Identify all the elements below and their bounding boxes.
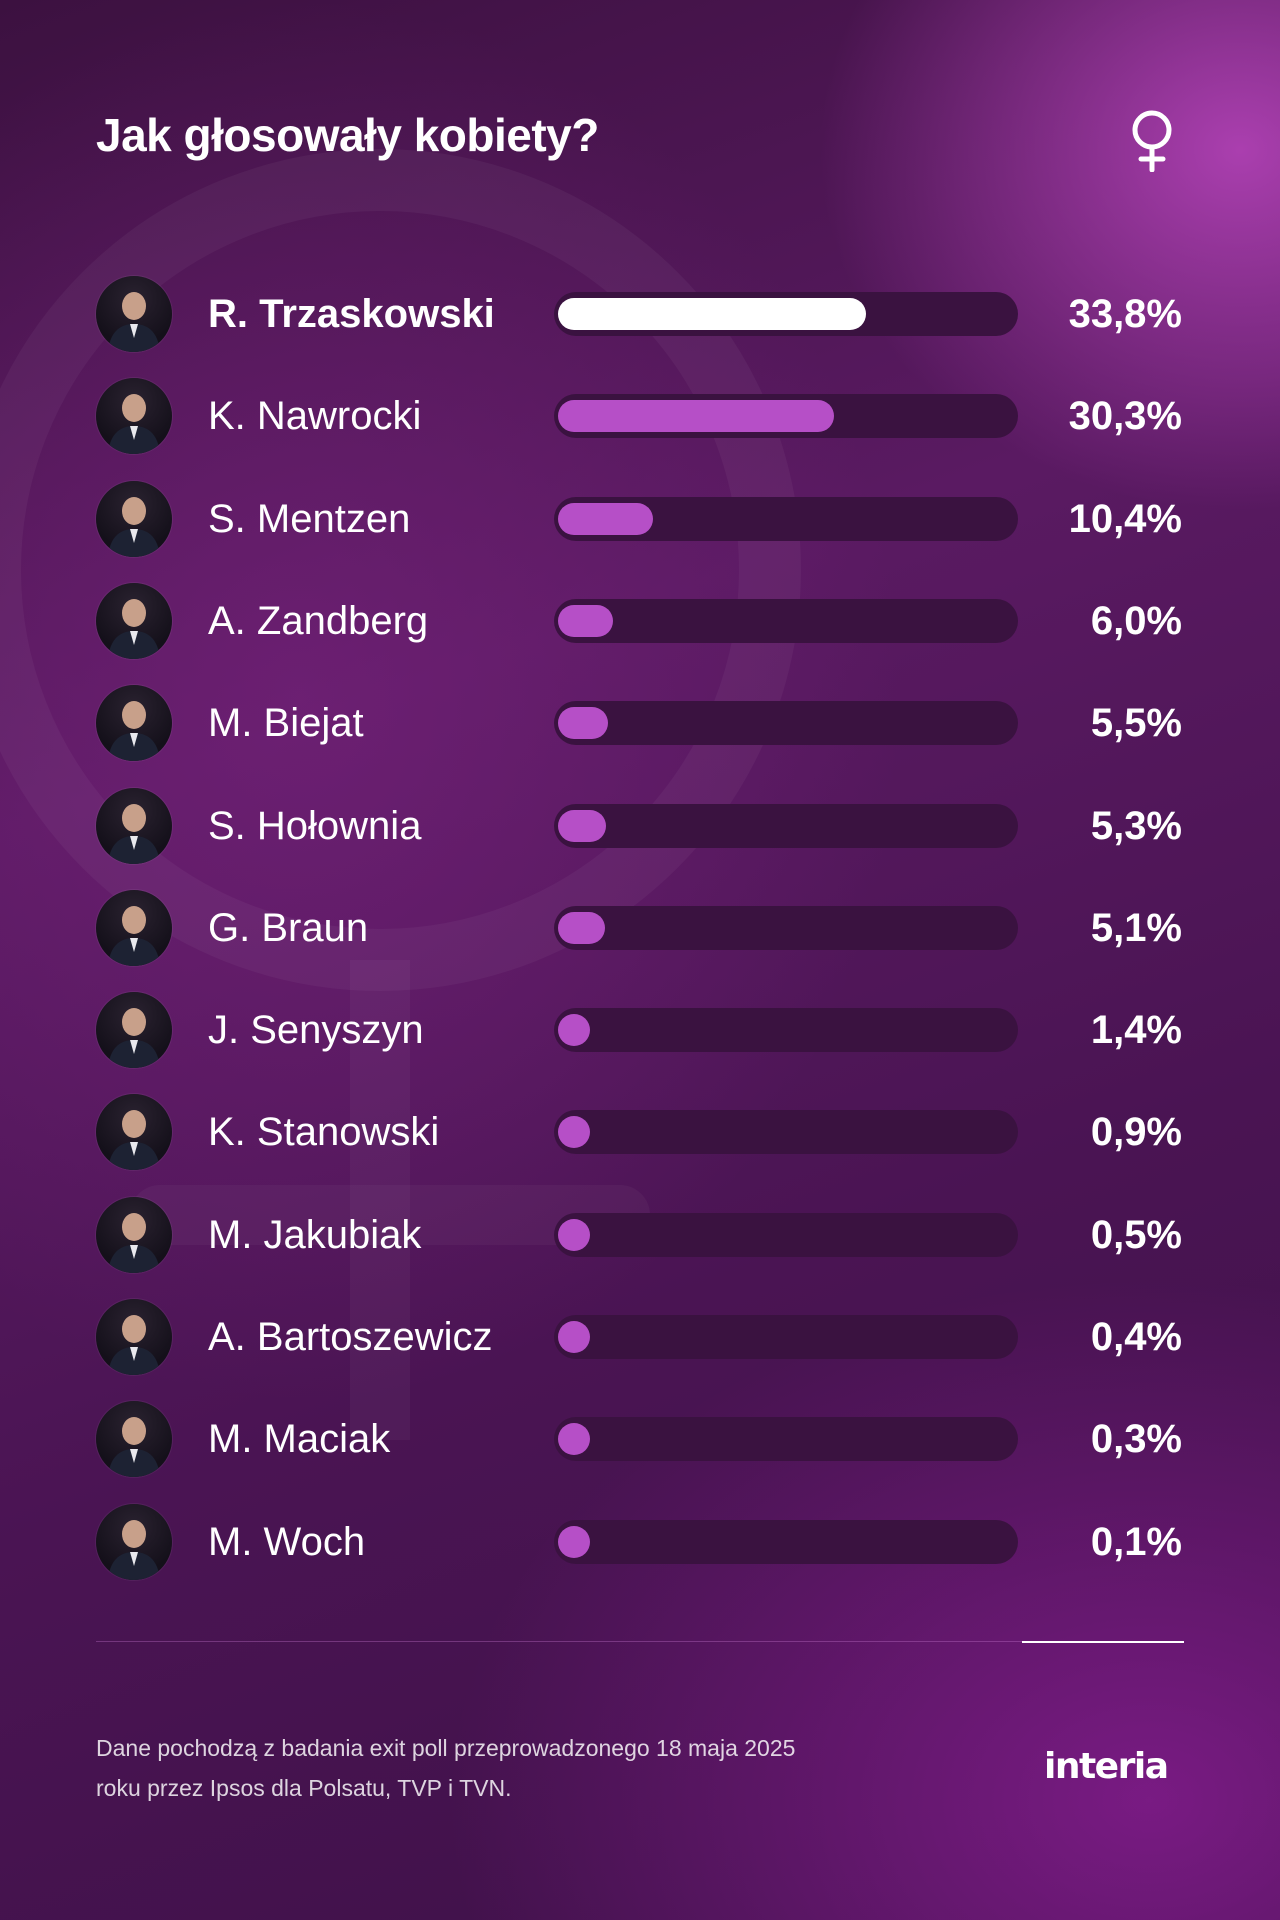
bar-track — [554, 1417, 1018, 1461]
data-label: 5,3% — [1090, 804, 1182, 848]
source-line-1: Dane pochodzą z badania exit poll przepr… — [96, 1735, 796, 1761]
candidate-name: M. Maciak — [208, 1417, 391, 1461]
data-label: 33,8% — [1068, 292, 1182, 336]
data-label: 10,4% — [1068, 497, 1182, 541]
candidate-row: J. Senyszyn 1,4% — [0, 990, 1280, 1070]
candidate-photo — [96, 378, 172, 454]
candidate-row: R. Trzaskowski 33,8% — [0, 274, 1280, 354]
candidate-photo — [96, 890, 172, 966]
candidate-name: M. Biejat — [208, 701, 364, 745]
interia-logo: interia — [1044, 1746, 1169, 1787]
candidate-name: A. Bartoszewicz — [208, 1315, 493, 1359]
bar-track — [554, 497, 1018, 541]
bar — [558, 1423, 590, 1455]
candidate-row: G. Braun 5,1% — [0, 888, 1280, 968]
bar — [558, 1321, 590, 1353]
bar-track — [554, 1008, 1018, 1052]
candidate-name: J. Senyszyn — [208, 1008, 424, 1052]
bar-track — [554, 1213, 1018, 1257]
data-label: 0,3% — [1090, 1417, 1182, 1461]
candidate-row: M. Jakubiak 0,5% — [0, 1195, 1280, 1275]
candidate-row: A. Bartoszewicz 0,4% — [0, 1297, 1280, 1377]
candidate-name: K. Stanowski — [208, 1110, 440, 1154]
candidate-row: S. Hołownia 5,3% — [0, 786, 1280, 866]
source-line-2: roku przez Ipsos dla Polsatu, TVP i TVN. — [96, 1775, 512, 1801]
bar-track — [554, 701, 1018, 745]
candidate-photo — [96, 1094, 172, 1170]
bar — [558, 707, 608, 739]
data-label: 5,1% — [1090, 906, 1182, 950]
candidate-photo — [96, 1401, 172, 1477]
data-label: 5,5% — [1090, 701, 1182, 745]
divider-accent — [1022, 1641, 1184, 1643]
candidate-photo — [96, 1197, 172, 1273]
page-title: Jak głosowały kobiety? — [96, 109, 599, 161]
data-label: 0,5% — [1090, 1213, 1182, 1257]
bar — [558, 1219, 590, 1251]
bar-track — [554, 292, 1018, 336]
candidate-row: K. Nawrocki 30,3% — [0, 376, 1280, 456]
bar-track — [554, 1520, 1018, 1564]
candidate-name: M. Woch — [208, 1520, 366, 1564]
data-label: 6,0% — [1090, 599, 1182, 643]
data-label: 0,1% — [1090, 1520, 1182, 1564]
candidate-photo — [96, 1504, 172, 1580]
candidate-row: S. Mentzen 10,4% — [0, 479, 1280, 559]
bar-track — [554, 394, 1018, 438]
candidate-name: S. Mentzen — [208, 497, 411, 541]
bar-track — [554, 1110, 1018, 1154]
candidate-name: M. Jakubiak — [208, 1213, 422, 1257]
candidate-photo — [96, 685, 172, 761]
female-symbol-icon — [1132, 110, 1172, 172]
bar — [558, 503, 653, 535]
candidate-photo — [96, 481, 172, 557]
data-label: 1,4% — [1090, 1008, 1182, 1052]
source-note: Dane pochodzą z badania exit poll przepr… — [96, 1728, 896, 1808]
candidate-row: A. Zandberg 6,0% — [0, 581, 1280, 661]
bar — [558, 605, 613, 637]
data-label: 0,4% — [1090, 1315, 1182, 1359]
data-label: 0,9% — [1090, 1110, 1182, 1154]
candidate-name: A. Zandberg — [208, 599, 429, 643]
candidate-name: K. Nawrocki — [208, 394, 422, 438]
candidate-row: M. Biejat 5,5% — [0, 683, 1280, 763]
bar-track — [554, 906, 1018, 950]
candidate-photo — [96, 1299, 172, 1375]
candidate-photo — [96, 992, 172, 1068]
candidate-photo — [96, 276, 172, 352]
candidate-name: S. Hołownia — [208, 804, 422, 848]
divider — [96, 1641, 1022, 1642]
candidate-photo — [96, 788, 172, 864]
bar-track — [554, 1315, 1018, 1359]
bar — [558, 1116, 590, 1148]
bar — [558, 298, 866, 330]
bar-track — [554, 599, 1018, 643]
candidate-photo — [96, 583, 172, 659]
bar — [558, 912, 605, 944]
bar — [558, 1014, 590, 1046]
bar — [558, 1526, 590, 1558]
bar — [558, 400, 834, 432]
candidate-row: M. Maciak 0,3% — [0, 1399, 1280, 1479]
bar-track — [554, 804, 1018, 848]
candidate-row: M. Woch 0,1% — [0, 1502, 1280, 1582]
candidate-row: K. Stanowski 0,9% — [0, 1092, 1280, 1172]
bar — [558, 810, 606, 842]
candidate-name: R. Trzaskowski — [208, 292, 495, 336]
candidate-name: G. Braun — [208, 906, 369, 950]
data-label: 30,3% — [1068, 394, 1182, 438]
